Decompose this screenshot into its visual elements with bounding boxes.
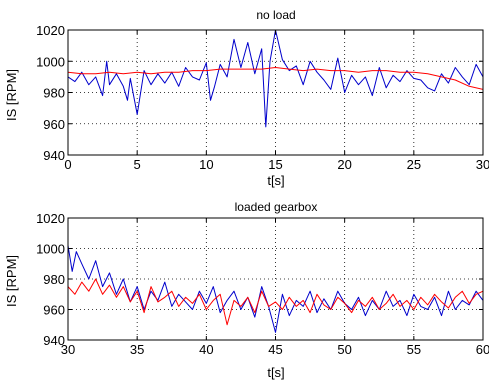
series-line-red: [68, 278, 483, 326]
series-line-red: [68, 67, 483, 90]
plot-area-top: 0 5 10 15 20 25 30 940 960 980 1000 1020: [36, 23, 489, 172]
y-tick-label: 980: [43, 272, 65, 287]
x-tick-label: 25: [407, 157, 421, 172]
x-axis-label: t[s]: [267, 173, 284, 188]
series-group: [68, 30, 483, 128]
x-tick-label: 0: [64, 157, 71, 172]
y-axis-label: IS [RPM]: [4, 255, 19, 307]
y-tick-label: 1020: [36, 23, 65, 38]
x-tick-label: 20: [337, 157, 351, 172]
y-tick-label: 960: [43, 303, 65, 318]
x-tick-label: 45: [268, 342, 282, 357]
y-tick-label: 940: [43, 333, 65, 348]
chart-title: loaded gearbox: [235, 200, 318, 214]
x-axis-label: t[s]: [267, 365, 284, 380]
x-tick-label: 5: [134, 157, 141, 172]
x-tick-label: 10: [199, 157, 213, 172]
y-tick-label: 940: [43, 148, 65, 163]
y-tick-label: 1000: [36, 242, 65, 257]
x-tick-label: 15: [268, 157, 282, 172]
y-tick-label: 980: [43, 86, 65, 101]
y-axis-label: IS [RPM]: [4, 69, 19, 121]
x-tick-label: 40: [199, 342, 213, 357]
series-group: [68, 245, 483, 333]
x-tick-label: 30: [476, 157, 489, 172]
plot-area-bottom: 30 35 40 45 50 55 60 940 960 980 1000 1020: [36, 211, 489, 357]
y-tick-label: 960: [43, 117, 65, 132]
x-tick-label: 50: [337, 342, 351, 357]
y-tick-label: 1020: [36, 211, 65, 226]
x-tick-label: 30: [61, 342, 75, 357]
chart-loaded-gearbox: loaded gearbox IS [RPM] t[s] 30 35 40 45 50 5…: [4, 200, 489, 380]
series-line-blue: [68, 30, 483, 128]
x-tick-label: 60: [476, 342, 489, 357]
chart-title: no load: [256, 8, 295, 22]
x-tick-label: 35: [130, 342, 144, 357]
chart-no-load: no load IS [RPM] t[s] 0 5 10 15 20 25 30 940 960…: [4, 8, 489, 188]
y-tick-label: 1000: [36, 54, 65, 69]
x-tick-label: 55: [407, 342, 421, 357]
